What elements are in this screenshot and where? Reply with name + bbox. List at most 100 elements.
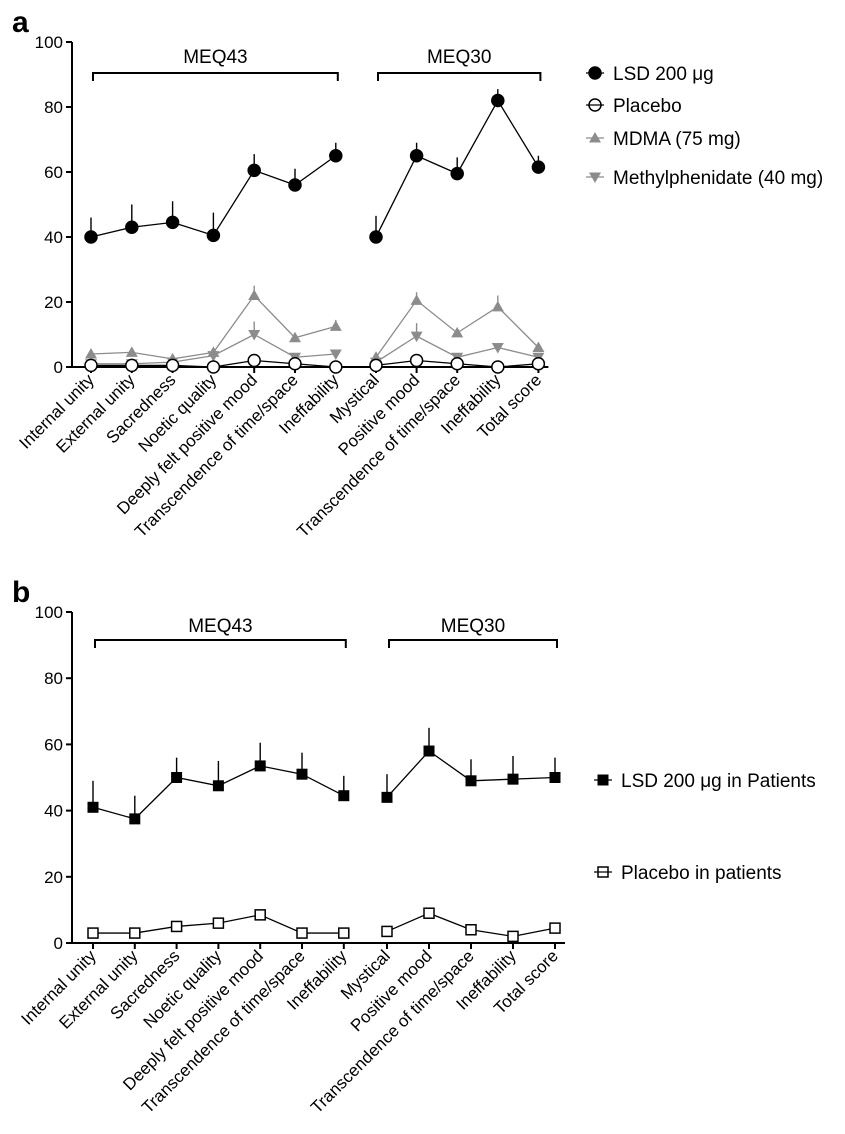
series-methylphenidate-40-mg <box>85 321 545 370</box>
y-tick-label: 100 <box>35 33 63 52</box>
legend-label: Placebo in patients <box>621 863 782 884</box>
y-tick-label: 80 <box>44 669 63 688</box>
data-point <box>338 790 350 802</box>
data-point <box>381 925 393 938</box>
data-point <box>248 289 261 300</box>
data-point <box>296 927 308 939</box>
data-point <box>451 326 464 338</box>
legend-item-lsd-200-g-in-patients: LSD 200 μg in Patients <box>594 771 816 792</box>
y-tick-label: 0 <box>54 934 63 953</box>
series-lsd-200-g-in-patients <box>87 727 561 825</box>
data-point <box>206 360 221 374</box>
group-bracket-meq43 <box>92 72 339 81</box>
data-point <box>247 353 261 368</box>
data-point <box>125 358 139 373</box>
data-point <box>549 922 561 934</box>
data-point <box>171 772 183 783</box>
y-tick-label: 40 <box>44 802 63 821</box>
legend-marker <box>589 172 601 183</box>
data-point <box>212 917 225 929</box>
data-point <box>423 907 435 919</box>
legend-label: MDMA (75 mg) <box>613 129 741 150</box>
data-point <box>450 357 464 371</box>
data-point <box>87 927 99 939</box>
y-tick-label: 60 <box>44 735 63 754</box>
y-tick-label: 20 <box>44 293 63 312</box>
y-tick-label: 0 <box>54 358 63 377</box>
data-point <box>549 772 561 783</box>
data-point <box>288 357 302 371</box>
legend-item-mdma-75-mg: MDMA (75 mg) <box>586 129 741 150</box>
data-point <box>85 348 97 359</box>
group-label-meq30: MEQ30 <box>441 616 505 637</box>
data-point <box>206 228 221 243</box>
panel-letter-b: b <box>12 576 30 609</box>
data-point <box>207 351 220 362</box>
legend-marker <box>589 132 601 143</box>
data-point <box>289 331 301 343</box>
series-lsd-200-g <box>84 89 546 244</box>
data-point <box>531 160 546 174</box>
group-bracket-meq30 <box>377 72 542 81</box>
data-point <box>409 149 424 163</box>
data-point <box>125 220 139 234</box>
group-label-meq30: MEQ30 <box>427 47 491 68</box>
data-point <box>410 331 423 343</box>
data-point <box>465 775 477 787</box>
data-point <box>87 801 99 813</box>
group-bracket-meq30 <box>388 639 558 648</box>
data-point <box>254 760 266 772</box>
data-point <box>369 230 383 244</box>
data-point <box>381 791 393 803</box>
data-point <box>507 930 519 943</box>
data-point <box>491 300 504 312</box>
data-point <box>329 360 343 374</box>
data-point <box>212 780 224 792</box>
data-point <box>84 230 98 244</box>
data-point <box>491 343 504 354</box>
y-tick-label: 100 <box>35 603 63 622</box>
legend-label: Methylphenidate (40 mg) <box>613 168 823 189</box>
data-point <box>296 768 308 780</box>
legend-item-lsd-200-g: LSD 200 μg <box>586 64 714 85</box>
series-placebo <box>84 353 546 374</box>
legend-item-methylphenidate-40-mg: Methylphenidate (40 mg) <box>586 168 823 189</box>
series-placebo-in-patients <box>87 907 561 943</box>
data-point <box>423 745 435 757</box>
y-tick-label: 40 <box>44 228 63 247</box>
legend-label: Placebo <box>613 96 682 117</box>
data-point <box>409 353 424 368</box>
data-point <box>165 358 180 373</box>
series-mdma-75-mg <box>85 285 545 364</box>
data-point <box>465 924 477 936</box>
legend-label: LSD 200 μg <box>613 64 714 85</box>
data-point <box>369 358 383 373</box>
data-point <box>450 166 464 181</box>
data-point <box>410 294 423 305</box>
panel-letter-a: a <box>12 6 29 39</box>
y-tick-label: 60 <box>44 163 63 182</box>
data-point <box>491 360 505 374</box>
legend-item-placebo-in-patients: Placebo in patients <box>594 863 782 884</box>
group-bracket-meq43 <box>94 639 347 648</box>
data-point <box>165 215 180 230</box>
data-point <box>129 927 141 939</box>
y-tick-label: 80 <box>44 98 63 117</box>
y-tick-label: 20 <box>44 868 63 887</box>
data-point <box>329 349 342 360</box>
group-label-meq43: MEQ43 <box>188 616 252 637</box>
legend-label: LSD 200 μg in Patients <box>621 771 816 792</box>
data-point <box>170 920 183 933</box>
data-point <box>125 346 138 357</box>
data-point <box>531 357 546 371</box>
data-point <box>329 320 342 331</box>
data-point <box>129 813 141 825</box>
data-point <box>507 773 519 785</box>
data-point <box>254 909 266 921</box>
data-point <box>532 341 545 352</box>
data-point <box>491 93 505 108</box>
group-label-meq43: MEQ43 <box>183 47 247 68</box>
